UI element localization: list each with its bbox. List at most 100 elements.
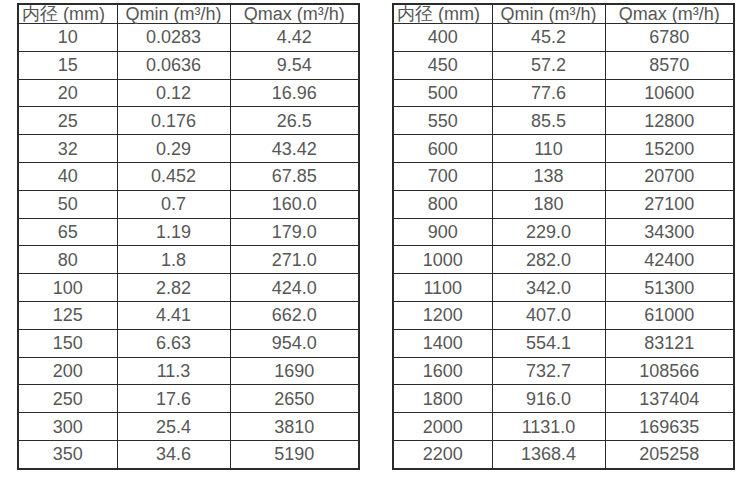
cell-qmin: 25.4	[117, 413, 230, 441]
cell-qmin: 4.41	[117, 301, 230, 329]
table-row: 50077.610600	[393, 79, 734, 107]
table-row: 22001368.4205258	[393, 440, 734, 469]
table-row: 1254.41662.0	[18, 301, 359, 329]
cell-qmax: 43.42	[230, 135, 359, 163]
column-header-diameter: 内径 (mm)	[393, 4, 492, 24]
column-header-qmax: Qmax (m³/h)	[605, 4, 734, 24]
cell-qmin: 0.12	[117, 79, 230, 107]
cell-qmin: 85.5	[492, 107, 605, 135]
table-row: 40045.26780	[393, 24, 734, 52]
table-row: 651.19179.0	[18, 218, 359, 246]
cell-qmin: 34.6	[117, 440, 230, 469]
table-row: 70013820700	[393, 162, 734, 190]
column-header-qmin: Qmin (m³/h)	[117, 4, 230, 24]
cell-qmax: 108566	[605, 357, 734, 385]
cell-diameter: 10	[18, 24, 117, 52]
cell-qmin: 77.6	[492, 79, 605, 107]
cell-qmin: 17.6	[117, 385, 230, 413]
cell-qmin: 2.82	[117, 274, 230, 302]
cell-diameter: 2200	[393, 440, 492, 469]
cell-diameter: 125	[18, 301, 117, 329]
cell-diameter: 100	[18, 274, 117, 302]
header-row: 内径 (mm)Qmin (m³/h)Qmax (m³/h)	[18, 4, 359, 24]
cell-qmax: 67.85	[230, 162, 359, 190]
cell-diameter: 500	[393, 79, 492, 107]
table-row: 801.8271.0	[18, 246, 359, 274]
cell-qmax: 51300	[605, 274, 734, 302]
cell-diameter: 1200	[393, 301, 492, 329]
cell-qmin: 0.452	[117, 162, 230, 190]
table-row: 1100342.051300	[393, 274, 734, 302]
cell-qmax: 169635	[605, 413, 734, 441]
cell-diameter: 1100	[393, 274, 492, 302]
cell-diameter: 250	[18, 385, 117, 413]
table-row: 1600732.7108566	[393, 357, 734, 385]
cell-qmax: 205258	[605, 440, 734, 469]
table-row: 1506.63954.0	[18, 329, 359, 357]
table-row: 900229.034300	[393, 218, 734, 246]
cell-diameter: 200	[18, 357, 117, 385]
table-row: 60011015200	[393, 135, 734, 163]
cell-qmax: 61000	[605, 301, 734, 329]
cell-qmax: 4.42	[230, 24, 359, 52]
cell-qmin: 6.63	[117, 329, 230, 357]
cell-qmax: 5190	[230, 440, 359, 469]
table-row: 400.45267.85	[18, 162, 359, 190]
cell-diameter: 800	[393, 190, 492, 218]
cell-qmax: 16.96	[230, 79, 359, 107]
cell-diameter: 1400	[393, 329, 492, 357]
cell-qmin: 229.0	[492, 218, 605, 246]
cell-diameter: 32	[18, 135, 117, 163]
cell-qmax: 9.54	[230, 51, 359, 79]
cell-qmax: 6780	[605, 24, 734, 52]
cell-qmin: 0.176	[117, 107, 230, 135]
flow-rate-spec-sheet: 内径 (mm)Qmin (m³/h)Qmax (m³/h)100.02834.4…	[0, 0, 750, 483]
cell-qmin: 407.0	[492, 301, 605, 329]
flow-table-small-diameters: 内径 (mm)Qmin (m³/h)Qmax (m³/h)100.02834.4…	[17, 3, 360, 470]
cell-qmax: 10600	[605, 79, 734, 107]
cell-qmin: 1368.4	[492, 440, 605, 469]
cell-qmin: 1131.0	[492, 413, 605, 441]
flow-table-large-diameters: 内径 (mm)Qmin (m³/h)Qmax (m³/h)40045.26780…	[392, 3, 735, 470]
cell-diameter: 550	[393, 107, 492, 135]
table-row: 1800916.0137404	[393, 385, 734, 413]
cell-diameter: 20	[18, 79, 117, 107]
cell-diameter: 2000	[393, 413, 492, 441]
table-row: 1000282.042400	[393, 246, 734, 274]
cell-qmin: 916.0	[492, 385, 605, 413]
cell-qmin: 0.0636	[117, 51, 230, 79]
cell-diameter: 900	[393, 218, 492, 246]
cell-diameter: 700	[393, 162, 492, 190]
cell-qmin: 45.2	[492, 24, 605, 52]
cell-diameter: 25	[18, 107, 117, 135]
table-row: 150.06369.54	[18, 51, 359, 79]
table-row: 500.7160.0	[18, 190, 359, 218]
cell-diameter: 1800	[393, 385, 492, 413]
cell-qmin: 282.0	[492, 246, 605, 274]
cell-qmax: 137404	[605, 385, 734, 413]
cell-qmin: 732.7	[492, 357, 605, 385]
cell-diameter: 1000	[393, 246, 492, 274]
cell-qmax: 160.0	[230, 190, 359, 218]
column-header-qmin: Qmin (m³/h)	[492, 4, 605, 24]
cell-qmax: 271.0	[230, 246, 359, 274]
cell-qmin: 1.19	[117, 218, 230, 246]
table-row: 45057.28570	[393, 51, 734, 79]
cell-diameter: 400	[393, 24, 492, 52]
cell-qmax: 27100	[605, 190, 734, 218]
column-header-qmax: Qmax (m³/h)	[230, 4, 359, 24]
cell-qmax: 1690	[230, 357, 359, 385]
cell-qmin: 342.0	[492, 274, 605, 302]
table-row: 20001131.0169635	[393, 413, 734, 441]
cell-diameter: 450	[393, 51, 492, 79]
cell-qmax: 83121	[605, 329, 734, 357]
table-row: 1400554.183121	[393, 329, 734, 357]
table-row: 1002.82424.0	[18, 274, 359, 302]
cell-diameter: 600	[393, 135, 492, 163]
cell-qmin: 0.29	[117, 135, 230, 163]
cell-qmin: 554.1	[492, 329, 605, 357]
table-row: 30025.43810	[18, 413, 359, 441]
cell-qmin: 11.3	[117, 357, 230, 385]
cell-qmin: 110	[492, 135, 605, 163]
cell-qmin: 0.7	[117, 190, 230, 218]
